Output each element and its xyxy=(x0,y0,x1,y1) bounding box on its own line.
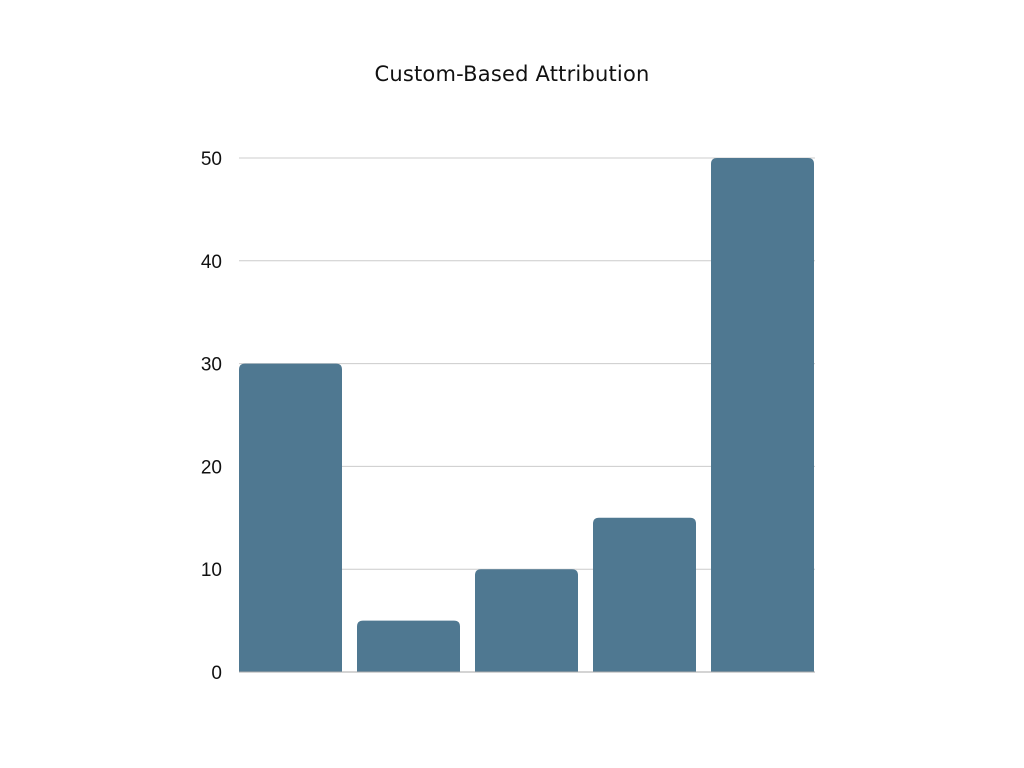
y-axis-ticks: 0 10 20 30 40 50 xyxy=(201,149,222,684)
y-tick-label: 40 xyxy=(201,252,222,273)
y-tick-label: 50 xyxy=(201,149,222,170)
y-tick-label: 10 xyxy=(201,560,222,581)
bar-5 xyxy=(711,158,814,672)
y-tick-label: 0 xyxy=(211,663,222,684)
bars xyxy=(239,158,814,672)
y-tick-label: 30 xyxy=(201,355,222,376)
bar-2 xyxy=(357,620,460,672)
bar-4 xyxy=(593,517,696,672)
y-tick-label: 20 xyxy=(201,457,222,478)
bar-3 xyxy=(475,569,578,672)
chart-title: Custom-Based Attribution xyxy=(374,62,650,86)
bar-1 xyxy=(239,363,342,672)
